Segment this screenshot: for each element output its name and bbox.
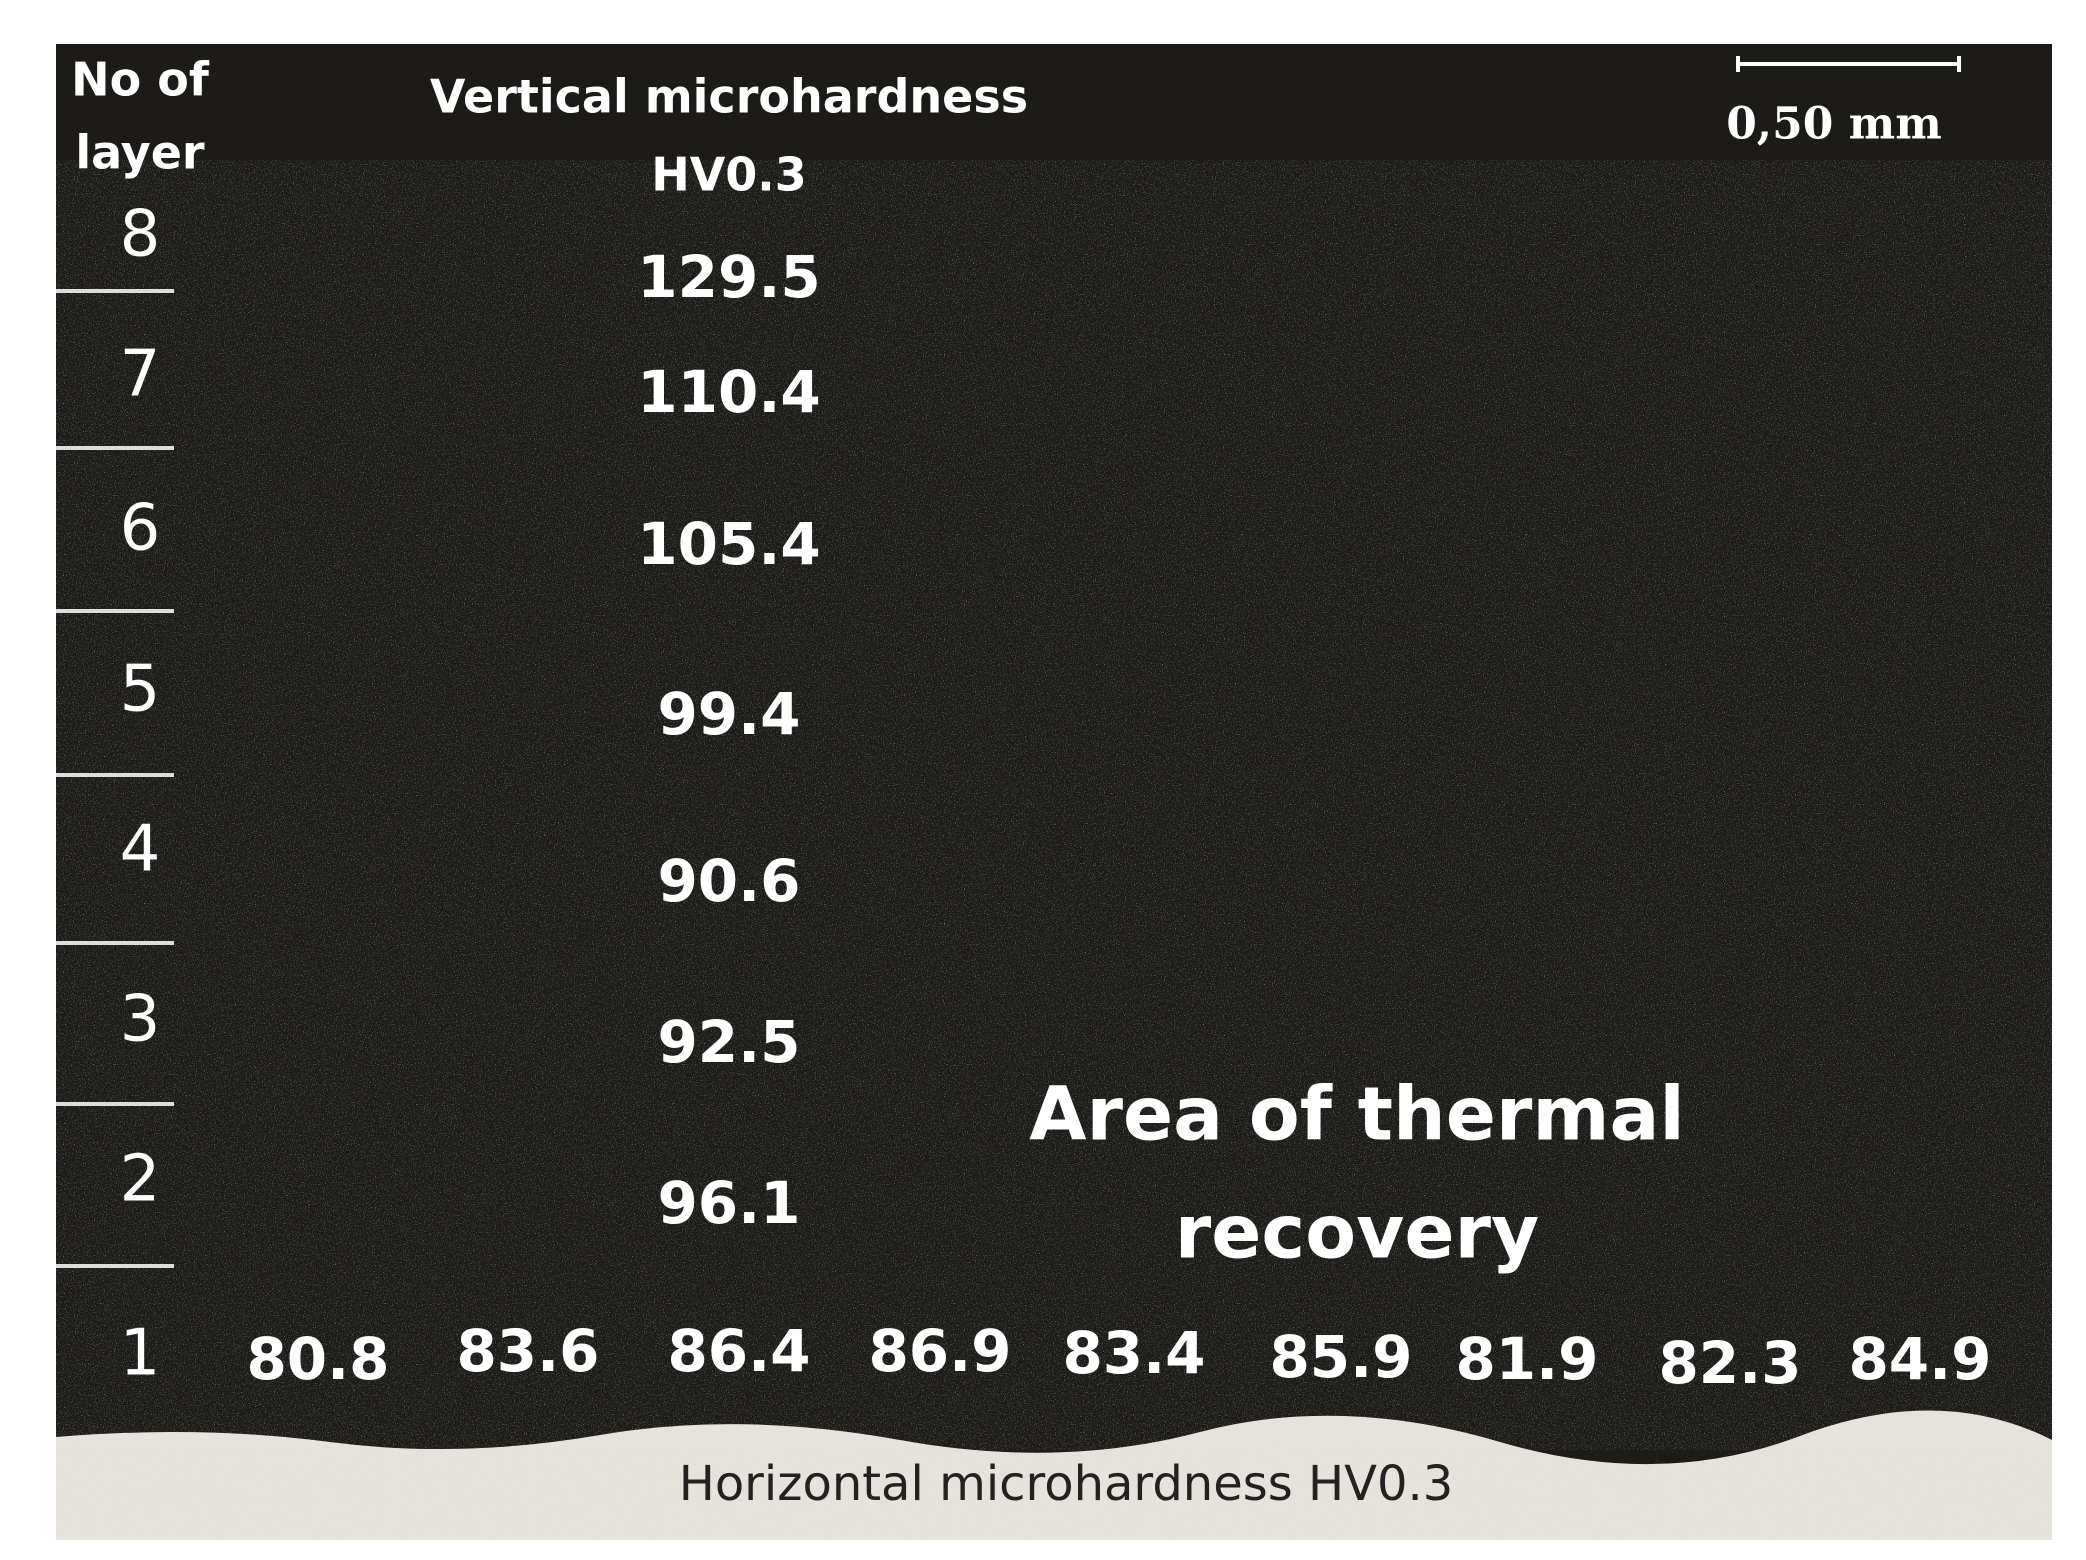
vertical-hardness: 92.5 [657, 1008, 800, 1076]
vertical-header: Vertical microhardness [430, 70, 1028, 124]
layer-number: 4 [120, 813, 161, 887]
layer-number: 6 [120, 492, 161, 566]
layer-number: 5 [120, 653, 161, 727]
horizontal-hardness: 86.4 [667, 1317, 810, 1385]
annotation: Area of thermal [1029, 1072, 1685, 1158]
layer-header: layer [75, 126, 205, 180]
vertical-hardness: 90.6 [657, 847, 800, 915]
layer-number: 7 [120, 338, 161, 412]
horizontal-hardness: 83.4 [1062, 1319, 1205, 1387]
horizontal-hardness: 82.3 [1658, 1329, 1801, 1397]
horizontal-hardness: 85.9 [1269, 1323, 1412, 1391]
horizontal-hardness: 83.6 [456, 1317, 599, 1385]
footer: Horizontal microhardness HV0.3 [679, 1456, 1454, 1512]
horizontal-hardness: 81.9 [1455, 1325, 1598, 1393]
layer-header: No of [71, 53, 210, 107]
substrate-texture [56, 1445, 2052, 1540]
horizontal-hardness: 86.9 [868, 1317, 1011, 1385]
vertical-hardness: 105.4 [637, 510, 820, 578]
vertical-header: HV0.3 [651, 148, 807, 202]
vertical-hardness: 99.4 [657, 680, 800, 748]
scale-bar-label: 0,50 mm [1726, 99, 1942, 150]
annotation: recovery [1175, 1190, 1540, 1276]
vertical-hardness: 110.4 [637, 358, 820, 426]
sample-texture [56, 160, 2052, 1450]
horizontal-hardness: 84.9 [1848, 1325, 1991, 1393]
vertical-hardness: 96.1 [657, 1169, 800, 1237]
layer-number: 8 [120, 198, 161, 272]
layer-number: 3 [120, 983, 161, 1057]
horizontal-hardness: 80.8 [246, 1325, 389, 1393]
vertical-hardness: 129.5 [637, 243, 820, 311]
layer-number: 2 [120, 1143, 161, 1217]
layer-number: 1 [120, 1317, 161, 1391]
